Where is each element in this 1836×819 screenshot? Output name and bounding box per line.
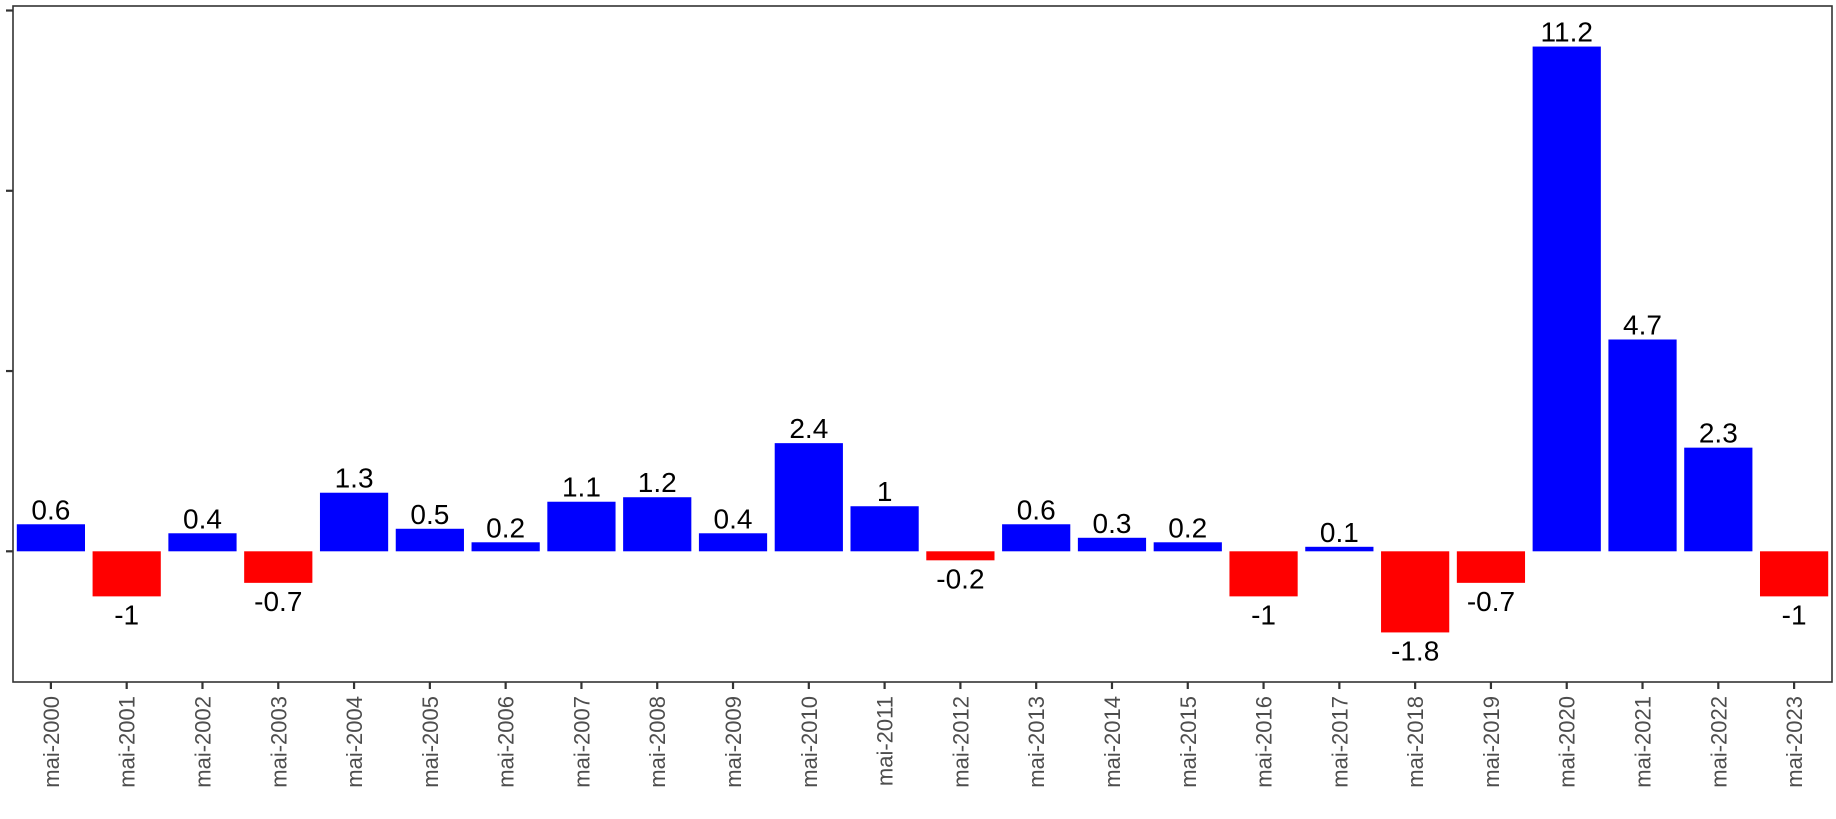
bar-value-label: -1 (1251, 599, 1276, 630)
x-tick-label: mai-2017 (1327, 696, 1352, 788)
bar-mai-2009 (698, 533, 768, 552)
bar-value-label: -1 (114, 599, 139, 630)
bar-value-label: 0.2 (1168, 512, 1207, 543)
x-tick-label: mai-2012 (948, 696, 973, 788)
bar-mai-2019 (1456, 551, 1526, 583)
bar-value-label: 0.1 (1320, 517, 1359, 548)
bar-mai-2020 (1532, 46, 1601, 552)
x-tick-label: mai-2001 (115, 696, 140, 788)
bar-value-label: 2.3 (1699, 418, 1738, 449)
bar-value-label: 0.6 (1017, 494, 1056, 525)
x-tick-label: mai-2016 (1252, 696, 1277, 788)
bar-mai-2012 (926, 551, 995, 561)
bar-value-label: 1 (877, 476, 893, 507)
x-tick-label: mai-2003 (266, 696, 291, 788)
bar-mai-2014 (1077, 537, 1147, 552)
bar-value-label: 0.2 (486, 512, 525, 543)
x-tick-label: mai-2004 (342, 696, 367, 788)
x-tick-label: mai-2013 (1024, 696, 1049, 788)
x-tick-label: mai-2005 (418, 696, 443, 788)
bar-value-label: 11.2 (1541, 17, 1593, 48)
bar-mai-2013 (1002, 524, 1071, 552)
bar-value-label: -0.7 (254, 586, 302, 617)
bars-layer (16, 46, 1829, 633)
bar-mai-2000 (16, 524, 86, 552)
bar-mai-2007 (547, 501, 616, 552)
bar-mai-2018 (1381, 551, 1450, 633)
bar-value-label: -1 (1782, 599, 1807, 630)
bar-mai-2002 (168, 533, 237, 552)
bar-mai-2022 (1684, 447, 1753, 552)
bar-value-label: 4.7 (1623, 309, 1662, 340)
bar-mai-2011 (850, 506, 919, 552)
x-tick-label: mai-2010 (797, 696, 822, 788)
bar-mai-2006 (471, 542, 540, 552)
x-tick-label: mai-2002 (190, 696, 215, 788)
x-tick-label: mai-2019 (1479, 696, 1504, 788)
x-tick-label: mai-2007 (569, 696, 594, 788)
x-axis-ticks (49, 682, 1796, 689)
bar-labels-layer: 0.6 -1 0.4 -0.7 1.3 0.5 0.2 1.1 1.2 0.4 2.4 1 -0.2 0.… (31, 17, 1806, 667)
bar-mai-2008 (623, 497, 692, 552)
x-tick-label: mai-2009 (721, 696, 746, 788)
bar-mai-2003 (244, 551, 313, 583)
x-axis-tick-labels: mai-2000 mai-2001 mai-2002 mai-2003 mai-2004… (39, 696, 1807, 788)
panel-border (12, 5, 1833, 683)
x-tick-label: mai-2014 (1100, 696, 1125, 788)
bar-value-label: 1.1 (562, 472, 601, 503)
bar-mai-2023 (1759, 551, 1829, 597)
bar-value-label: -1.8 (1391, 635, 1439, 666)
x-tick-label: mai-2022 (1706, 696, 1731, 788)
bar-value-label: 0.5 (410, 499, 449, 530)
x-tick-label: mai-2011 (873, 696, 898, 786)
bar-value-label: 0.3 (1093, 508, 1132, 539)
x-tick-label: mai-2018 (1403, 696, 1428, 788)
x-tick-label: mai-2006 (494, 696, 519, 788)
bar-mai-2010 (774, 443, 843, 552)
bar-value-label: 0.6 (31, 494, 70, 525)
bar-mai-2001 (92, 551, 161, 597)
bar-value-label: 1.2 (638, 467, 677, 498)
x-tick-label: mai-2008 (645, 696, 670, 788)
bar-mai-2021 (1608, 339, 1677, 552)
bar-value-label: 0.4 (714, 503, 753, 534)
y-axis-ticks (6, 9, 13, 553)
x-tick-label: mai-2000 (39, 696, 64, 788)
bar-mai-2015 (1153, 542, 1222, 552)
x-tick-label: mai-2015 (1176, 696, 1201, 788)
bar-value-label: -0.7 (1467, 586, 1515, 617)
bar-mai-2005 (395, 528, 464, 552)
bar-value-label: 0.4 (183, 503, 222, 534)
bar-value-label: 1.3 (335, 463, 374, 494)
bar-value-label: -0.2 (936, 563, 984, 594)
x-tick-label: mai-2023 (1782, 696, 1807, 788)
bar-value-label: 2.4 (789, 413, 828, 444)
bar-mai-2004 (319, 492, 389, 552)
bar-mai-2016 (1229, 551, 1298, 597)
x-tick-label: mai-2020 (1555, 696, 1580, 788)
bar-mai-2017 (1305, 546, 1374, 552)
x-tick-label: mai-2021 (1631, 696, 1656, 788)
